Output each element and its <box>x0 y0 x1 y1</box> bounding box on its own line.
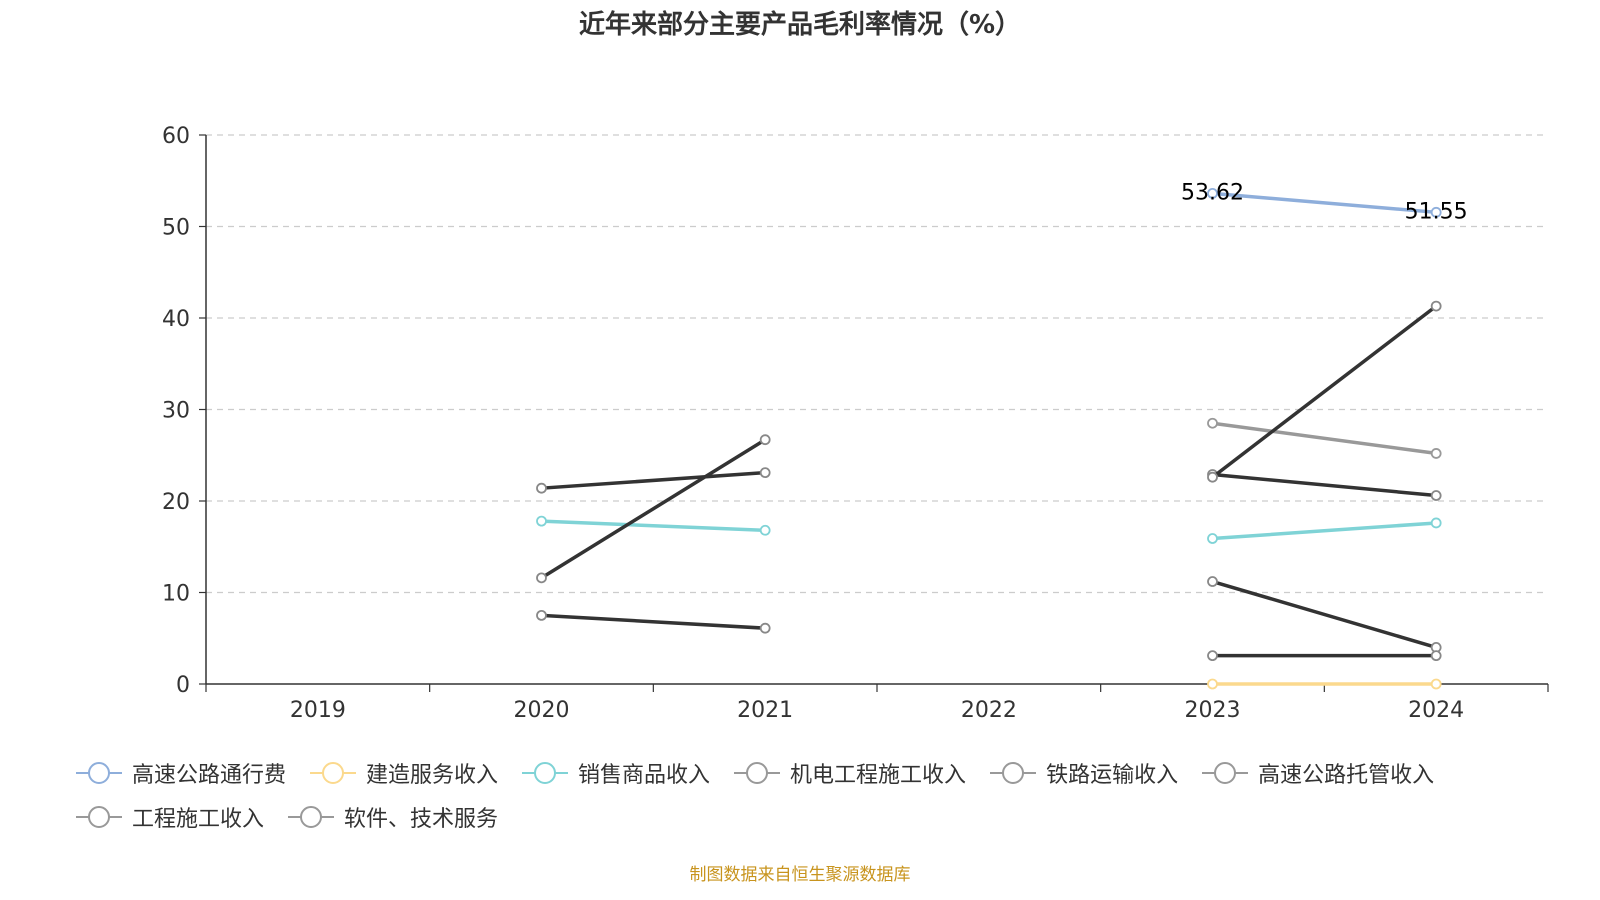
data-point <box>1430 490 1442 501</box>
data-point <box>1430 650 1442 662</box>
data-point <box>536 572 547 584</box>
legend-item[interactable]: 高速公路托管收入 <box>1202 758 1434 788</box>
data-point <box>1430 678 1442 690</box>
axis-layer: 0 10 20 30 40 50 60 2019 2020 2021 2022 2023 2024 <box>162 124 1549 723</box>
data-point <box>1207 417 1218 429</box>
legend-symbol-icon <box>288 806 335 828</box>
legend-symbol-icon <box>76 806 122 828</box>
series-line-segment <box>539 519 767 533</box>
legend-item[interactable]: 建造服务收入 <box>310 758 498 788</box>
series-1 <box>1207 187 1442 218</box>
y-tick-label: 50 <box>162 216 190 241</box>
y-tick-label: 10 <box>162 582 190 607</box>
grid-layer <box>206 134 1548 594</box>
data-point <box>1430 206 1442 218</box>
x-tick-label: 2024 <box>1408 698 1464 723</box>
legend-item[interactable]: 高速公路通行费 <box>76 758 286 788</box>
series-line-segment <box>1210 421 1438 456</box>
data-label-layer: 53.62 51.55 <box>1181 180 1468 224</box>
y-tick-label: 40 <box>162 307 190 332</box>
series-line-segment <box>1210 521 1438 541</box>
legend-label: 机电工程施工收入 <box>790 763 967 788</box>
y-tick-label: 20 <box>162 490 190 515</box>
legend-symbol-icon <box>522 762 569 784</box>
legend-symbol-icon <box>990 762 1037 784</box>
data-point <box>1430 300 1442 312</box>
data-point <box>759 467 771 479</box>
y-tick-label: 0 <box>176 673 190 698</box>
series-2 <box>1207 678 1442 690</box>
legend-symbol-icon <box>76 762 122 784</box>
series-7 <box>536 576 1442 653</box>
legend-label: 铁路运输收入 <box>1046 763 1179 788</box>
series-line-segment <box>1210 191 1438 215</box>
x-tick-label: 2019 <box>290 698 346 723</box>
legend-item[interactable]: 软件、技术服务 <box>288 802 498 832</box>
series-6 <box>536 300 1442 584</box>
data-point <box>536 515 547 527</box>
series-layer <box>536 187 1442 690</box>
series-8 <box>1207 650 1442 662</box>
legend: 高速公路通行费 建造服务收入 销售商品收入 机电工程施工收入 铁路运输收入 高速公路托管收… <box>76 758 1556 846</box>
legend-label: 高速公路通行费 <box>132 763 287 788</box>
x-tick-label: 2022 <box>961 698 1017 723</box>
legend-item[interactable]: 工程施工收入 <box>76 802 264 832</box>
series-line-segment <box>1210 472 1438 498</box>
data-point <box>1430 517 1442 529</box>
data-label: 51.55 <box>1405 199 1468 224</box>
series-line-segment <box>539 613 767 630</box>
data-point <box>1207 187 1218 199</box>
data-point <box>1207 533 1218 544</box>
legend-item[interactable]: 销售商品收入 <box>522 758 710 788</box>
data-point <box>1207 576 1218 587</box>
legend-item[interactable]: 铁路运输收入 <box>990 758 1178 788</box>
data-point <box>536 609 547 621</box>
legend-item[interactable]: 机电工程施工收入 <box>734 758 966 788</box>
source-note: 制图数据来自恒生聚源数据库 <box>689 865 911 885</box>
legend-label: 高速公路托管收入 <box>1258 763 1435 788</box>
legend-label: 建造服务收入 <box>366 763 499 788</box>
legend-symbol-icon <box>734 762 781 784</box>
data-label: 53.62 <box>1181 180 1244 205</box>
legend-label: 销售商品收入 <box>578 763 711 788</box>
data-point <box>1207 678 1218 690</box>
data-point <box>1207 650 1218 662</box>
data-point <box>759 622 771 634</box>
series-line-segment <box>539 470 767 490</box>
legend-symbol-icon <box>310 762 357 784</box>
data-point <box>759 524 771 536</box>
x-tick-label: 2023 <box>1185 698 1241 723</box>
legend-label: 软件、技术服务 <box>344 807 499 832</box>
data-point <box>1207 471 1218 483</box>
x-tick-label: 2021 <box>737 698 793 723</box>
series-3 <box>536 515 1442 544</box>
data-point <box>759 434 771 446</box>
line-chart: 0 10 20 30 40 50 60 2019 2020 2021 2022 2023 2024 53… <box>162 124 1549 723</box>
series-5 <box>1207 417 1442 459</box>
data-point <box>536 482 547 494</box>
legend-symbol-icon <box>1202 762 1249 784</box>
series-line-segment <box>1210 304 1438 479</box>
series-line-segment <box>539 437 767 580</box>
series-line-segment <box>1210 579 1438 650</box>
data-point <box>1430 448 1442 459</box>
y-tick-label: 30 <box>162 399 190 424</box>
x-tick-label: 2020 <box>514 698 570 723</box>
legend-label: 工程施工收入 <box>132 807 265 832</box>
chart-title: 近年来部分主要产品毛利率情况（%） <box>578 10 1022 40</box>
y-tick-label: 60 <box>162 124 190 149</box>
